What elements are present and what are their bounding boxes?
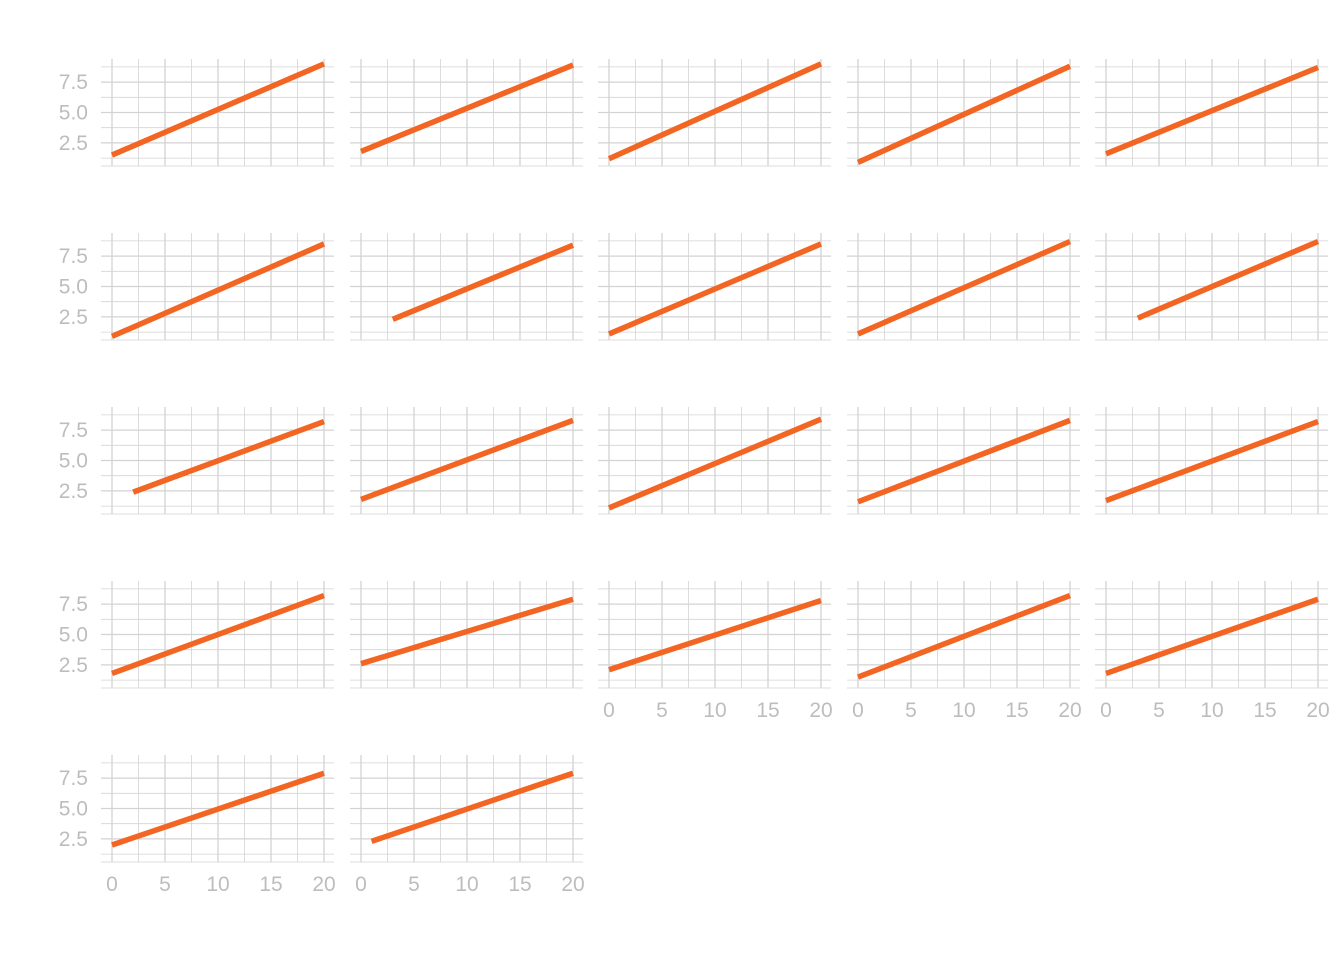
x-tick-label: 20 (809, 699, 832, 722)
panel: 0 5 10 15 20 (1095, 581, 1330, 722)
panel (598, 59, 831, 167)
panel: 2.5 5.0 7.5 0 5 10 15 20 (59, 755, 336, 896)
panel (598, 233, 831, 341)
series-line (607, 61, 823, 162)
x-tick-label: 20 (1058, 699, 1081, 722)
y-tick-label: 2.5 (59, 828, 88, 851)
series-line (1104, 64, 1320, 157)
x-tick-label: 15 (1005, 699, 1028, 722)
panel (847, 59, 1080, 167)
series-line (608, 597, 822, 673)
series-line (360, 417, 574, 502)
panel (847, 233, 1080, 341)
series-line (111, 770, 325, 848)
x-tick-label: 0 (106, 873, 118, 896)
panel: 0 5 10 15 20 (847, 581, 1082, 722)
y-tick-label: 5.0 (59, 276, 88, 299)
x-tick-label: 15 (259, 873, 282, 896)
x-tick-label: 20 (561, 873, 584, 896)
y-tick-label: 7.5 (59, 71, 88, 94)
series-line (370, 770, 574, 844)
panel: 0 5 10 15 20 (598, 581, 833, 722)
panel (350, 233, 583, 341)
panel: 2.5 5.0 7.5 (59, 581, 334, 689)
x-tick-label: 15 (1253, 699, 1276, 722)
x-tick-label: 0 (355, 873, 367, 896)
y-tick-label: 7.5 (59, 245, 88, 268)
series-line (391, 242, 575, 322)
y-tick-label: 7.5 (59, 593, 88, 616)
panel (1095, 233, 1328, 341)
x-tick-label: 20 (312, 873, 335, 896)
series-line (607, 241, 823, 337)
x-tick-label: 10 (952, 699, 975, 722)
y-tick-label: 5.0 (59, 102, 88, 125)
panel: 0 5 10 15 20 (350, 755, 585, 896)
y-tick-label: 7.5 (59, 419, 88, 442)
x-tick-label: 10 (206, 873, 229, 896)
x-tick-label: 15 (756, 699, 779, 722)
x-tick-label: 5 (656, 699, 668, 722)
x-tick-label: 10 (1200, 699, 1223, 722)
panel (350, 59, 583, 167)
panel (350, 581, 583, 689)
series-line (1136, 238, 1320, 321)
series-line (1105, 596, 1319, 677)
x-tick-label: 15 (508, 873, 531, 896)
series-line (857, 417, 1071, 505)
panel (1095, 59, 1328, 167)
panel (350, 407, 583, 515)
series-line (110, 241, 326, 339)
series-line (1105, 419, 1319, 504)
series-line (359, 62, 575, 154)
x-tick-label: 5 (159, 873, 171, 896)
x-tick-label: 5 (1153, 699, 1165, 722)
x-tick-label: 0 (1100, 699, 1112, 722)
panel: 2.5 5.0 7.5 (59, 233, 334, 341)
series-line (607, 416, 823, 511)
series-line (132, 419, 325, 495)
series-line (360, 596, 574, 667)
y-tick-label: 2.5 (59, 306, 88, 329)
panel: 2.5 5.0 7.5 (59, 59, 334, 167)
panel (598, 407, 831, 515)
x-tick-label: 5 (408, 873, 420, 896)
series-line (856, 63, 1072, 165)
x-tick-label: 20 (1306, 699, 1329, 722)
series-line (111, 593, 325, 676)
x-tick-label: 0 (852, 699, 864, 722)
x-tick-label: 10 (703, 699, 726, 722)
x-tick-label: 5 (905, 699, 917, 722)
panel (1095, 407, 1328, 515)
y-tick-label: 7.5 (59, 767, 88, 790)
panel: 2.5 5.0 7.5 (59, 407, 334, 515)
panel (847, 407, 1080, 515)
series-line (857, 593, 1071, 680)
y-tick-label: 5.0 (59, 450, 88, 473)
x-tick-label: 0 (603, 699, 615, 722)
y-tick-label: 5.0 (59, 798, 88, 821)
x-tick-label: 10 (455, 873, 478, 896)
y-tick-label: 5.0 (59, 624, 88, 647)
series-line (110, 61, 326, 158)
y-tick-label: 2.5 (59, 480, 88, 503)
y-tick-label: 2.5 (59, 132, 88, 155)
y-tick-label: 2.5 (59, 654, 88, 677)
series-line (856, 238, 1072, 337)
